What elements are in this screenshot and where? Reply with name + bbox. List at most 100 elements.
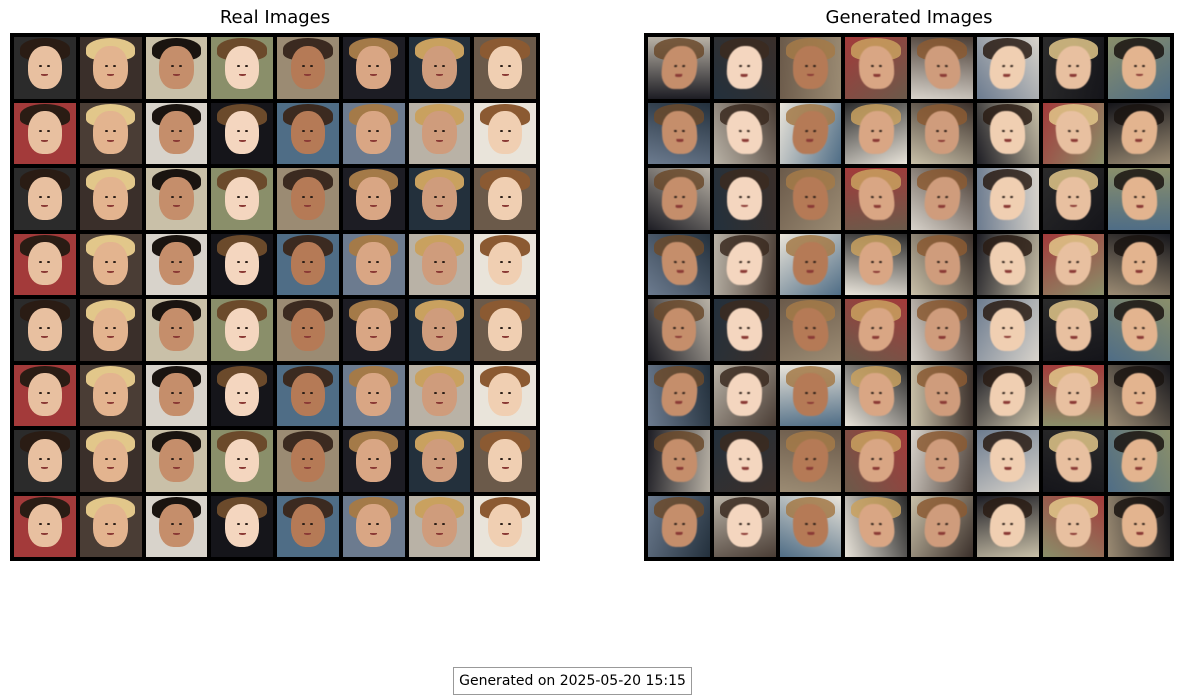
generated-face-image [1108,430,1170,492]
real-face-image [79,168,142,230]
generated-face-image [911,364,973,426]
generated-face-image [779,102,842,164]
real-face-image [211,299,273,361]
real-face-image [145,37,208,99]
real-face-image [342,37,405,99]
real-face-image [145,233,208,295]
generated-face-image [1042,102,1105,164]
real-face-image [408,364,471,426]
generated-face-image [779,430,842,492]
real-face-image [474,168,536,230]
generated-face-image [976,233,1039,295]
generated-face-image [648,102,710,164]
generated-face-image [1108,299,1170,361]
generated-face-image [713,430,776,492]
real-face-image [408,37,471,99]
real-face-image [145,168,208,230]
real-face-image [474,102,536,164]
generated-face-image [713,37,776,99]
generated-face-image [1042,168,1105,230]
generated-face-image [1042,299,1105,361]
generated-face-image [648,299,710,361]
real-face-image [211,102,273,164]
real-face-image [277,168,339,230]
real-face-image [474,430,536,492]
generated-face-image [976,168,1039,230]
generated-face-image [648,495,710,557]
real-face-image [211,495,273,557]
generated-face-image [779,364,842,426]
real-face-image [408,299,471,361]
generated-face-image [779,37,842,99]
generated-face-image [713,168,776,230]
generated-face-image [713,299,776,361]
real-face-image [79,37,142,99]
real-face-image [145,430,208,492]
generated-face-image [845,168,907,230]
real-face-image [342,233,405,295]
real-face-image [145,495,208,557]
generated-face-image [648,430,710,492]
real-face-image [474,37,536,99]
real-face-image [277,37,339,99]
real-face-image [474,364,536,426]
real-face-image [79,102,142,164]
generated-face-image [1108,364,1170,426]
generated-face-image [911,299,973,361]
generated-face-image [1108,168,1170,230]
real-face-image [145,102,208,164]
generated-face-image [1108,102,1170,164]
generated-images-title: Generated Images [825,7,993,28]
generated-face-image [845,233,907,295]
generated-face-image [1108,37,1170,99]
real-face-image [79,495,142,557]
generated-face-image [976,102,1039,164]
generated-face-image [911,430,973,492]
generated-face-image [713,364,776,426]
real-face-image [277,233,339,295]
real-face-image [211,430,273,492]
real-face-image [342,299,405,361]
real-face-image [474,495,536,557]
generated-face-image [845,495,907,557]
generated-face-image [976,37,1039,99]
generated-face-image [911,495,973,557]
generated-face-image [1042,495,1105,557]
generated-face-image [845,430,907,492]
generated-face-image [911,233,973,295]
real-face-image [79,364,142,426]
generated-face-image [1042,364,1105,426]
real-face-image [211,364,273,426]
real-face-image [14,233,76,295]
generated-face-image [976,495,1039,557]
generated-face-image [911,168,973,230]
generated-images-grid [644,33,1174,561]
real-face-image [14,364,76,426]
real-face-image [408,102,471,164]
generated-face-image [779,299,842,361]
real-face-image [408,233,471,295]
generated-face-image [648,37,710,99]
real-face-image [145,364,208,426]
real-face-image [277,299,339,361]
generated-face-image [779,233,842,295]
generated-face-image [1108,495,1170,557]
generated-face-image [713,233,776,295]
generated-timestamp-caption: Generated on 2025-05-20 15:15 [453,667,692,695]
real-face-image [211,233,273,295]
generated-face-image [845,102,907,164]
generated-face-image [648,364,710,426]
generated-face-image [1042,37,1105,99]
real-face-image [14,168,76,230]
real-face-image [342,364,405,426]
real-face-image [79,233,142,295]
real-face-image [277,102,339,164]
generated-face-image [713,495,776,557]
generated-face-image [713,102,776,164]
real-face-image [14,37,76,99]
real-face-image [14,495,76,557]
generated-face-image [911,102,973,164]
real-face-image [408,430,471,492]
generated-face-image [1042,430,1105,492]
real-face-image [408,495,471,557]
